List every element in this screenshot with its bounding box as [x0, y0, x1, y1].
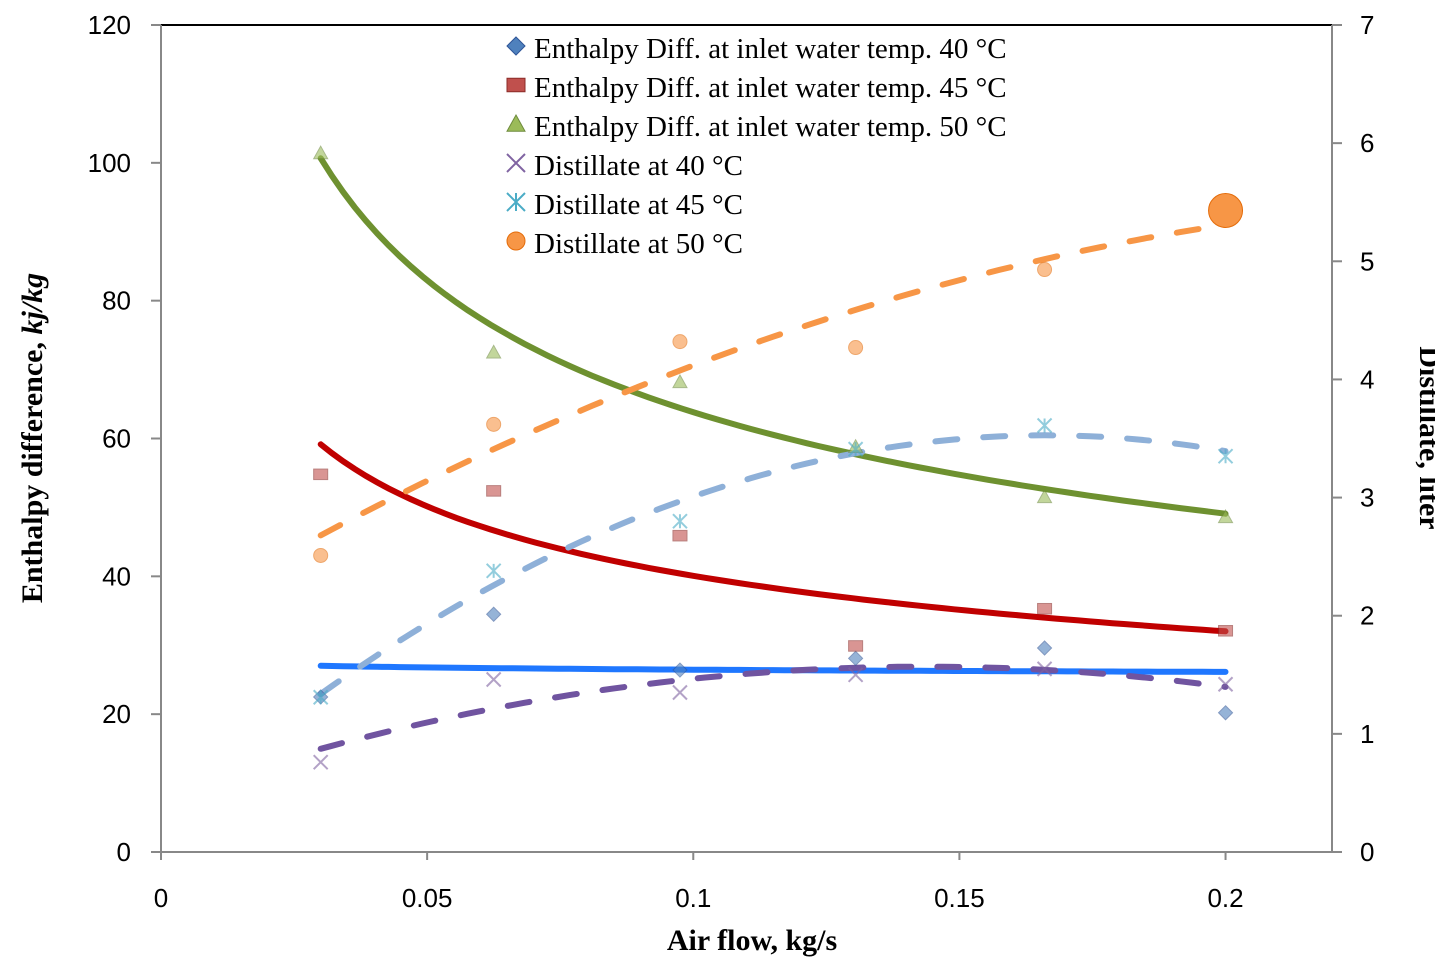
- y-axis-left-title-main: Enthalpy difference,: [16, 335, 49, 604]
- data-point-5: [485, 563, 502, 579]
- y-right-tick-label: 0: [1360, 837, 1374, 867]
- legend-marker-1: [506, 36, 526, 56]
- data-point-5: [672, 513, 688, 529]
- y-left-tick-label: 100: [88, 148, 131, 178]
- y-left-tick-label: 0: [117, 837, 131, 867]
- legend-label-5: Distillate at 45 °C: [534, 189, 743, 221]
- x-axis-title: Air flow, kg/s: [667, 924, 837, 957]
- legend-label-3: Enthalpy Diff. at inlet water temp. 50 °…: [534, 111, 1007, 143]
- data-point-1: [1217, 705, 1234, 721]
- data-point-6: [848, 340, 864, 356]
- data-point-6: [1037, 262, 1053, 278]
- legend-marker-4: [506, 153, 526, 173]
- data-point-2: [1218, 625, 1234, 637]
- data-point-3: [485, 344, 502, 359]
- data-point-1: [1036, 640, 1053, 656]
- y-left-tick-label: 120: [88, 10, 131, 40]
- y-right-tick-label: 6: [1360, 128, 1374, 158]
- y-right-tick-label: 3: [1360, 483, 1374, 513]
- y-left-tick-label: 20: [102, 699, 131, 729]
- legend-marker-3: [506, 113, 526, 132]
- data-point-4: [485, 671, 502, 688]
- data-point-6: [486, 416, 502, 432]
- x-tick-label: 0.05: [402, 883, 453, 913]
- x-tick-label: 0.2: [1207, 883, 1243, 913]
- y-left-tick-label: 40: [102, 561, 131, 591]
- data-point-4: [847, 667, 864, 683]
- data-point-3: [1217, 509, 1234, 524]
- data-point-4: [672, 684, 688, 701]
- legend: Enthalpy Diff. at inlet water temp. 40 °…: [506, 33, 1007, 260]
- data-point-4: [1217, 676, 1234, 692]
- data-point-3: [672, 373, 688, 389]
- data-point-2: [486, 485, 502, 497]
- y-axis-right-title: Distillate, liter: [1413, 346, 1435, 529]
- data-point-2: [1037, 602, 1053, 615]
- y-right-tick-label: 2: [1360, 601, 1374, 631]
- trendline-4: [317, 663, 1229, 752]
- legend-marker-6: [506, 231, 526, 251]
- x-tick-label: 0.1: [675, 883, 711, 913]
- data-point-2: [672, 529, 688, 542]
- data-point-6: [1208, 192, 1244, 228]
- data-point-2: [313, 468, 329, 481]
- data-point-4: [312, 754, 329, 770]
- y-axis-left-title-unit: kj/kg: [16, 273, 49, 335]
- data-point-4: [1036, 661, 1053, 677]
- data-point-5: [312, 689, 329, 705]
- data-point-1: [485, 606, 502, 622]
- trendline-1: [317, 662, 1229, 675]
- trendline-2: [317, 441, 1229, 635]
- trendline-3: [317, 155, 1229, 517]
- legend-marker-2: [506, 77, 526, 93]
- data-point-2: [848, 640, 864, 652]
- axes: 0 0.05 0.1 0.15 0.2 0 20 40 60 80 100 120 0 1 2 3 4 5 6 7: [88, 10, 1375, 913]
- data-point-1: [847, 650, 864, 667]
- trend-lines: [317, 155, 1229, 752]
- y-axis-left-title: Enthalpy difference, kj/kg: [16, 273, 49, 603]
- trendline-5: [317, 432, 1229, 697]
- data-point-3: [1036, 489, 1053, 504]
- x-tick-label: 0.15: [934, 883, 985, 913]
- data-markers: [312, 145, 1244, 770]
- x-tick-label: 0: [154, 883, 168, 913]
- y-left-tick-label: 80: [102, 286, 131, 316]
- legend-label-6: Distillate at 50 °C: [534, 228, 743, 260]
- data-point-5: [1036, 417, 1053, 434]
- data-point-5: [847, 441, 864, 457]
- data-point-3: [312, 145, 329, 160]
- y-right-tick-label: 5: [1360, 246, 1374, 276]
- y-right-tick-label: 7: [1360, 10, 1374, 40]
- y-right-tick-label: 4: [1360, 364, 1374, 394]
- legend-marker-5: [506, 192, 526, 212]
- data-point-1: [672, 662, 688, 678]
- legend-label-2: Enthalpy Diff. at inlet water temp. 45 °…: [534, 72, 1007, 104]
- data-point-6: [672, 334, 688, 350]
- legend-label-1: Enthalpy Diff. at inlet water temp. 40 °…: [534, 33, 1007, 65]
- data-point-5: [1217, 448, 1234, 464]
- legend-label-4: Distillate at 40 °C: [534, 150, 743, 182]
- y-left-tick-label: 60: [102, 424, 131, 454]
- data-point-6: [313, 547, 329, 563]
- y-right-tick-label: 1: [1360, 719, 1374, 749]
- trendline-6: [317, 221, 1229, 539]
